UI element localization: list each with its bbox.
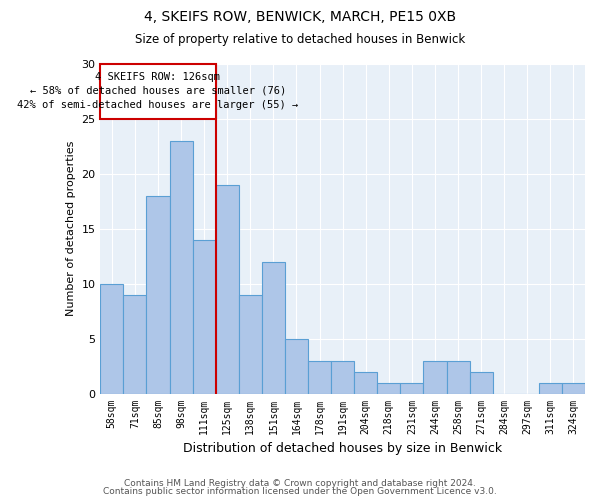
Bar	[424, 360, 446, 394]
Bar	[146, 196, 170, 394]
Bar	[377, 382, 400, 394]
Bar	[193, 240, 215, 394]
Text: Size of property relative to detached houses in Benwick: Size of property relative to detached ho…	[135, 32, 465, 46]
Bar	[331, 360, 354, 394]
Text: ← 58% of detached houses are smaller (76): ← 58% of detached houses are smaller (76…	[30, 86, 286, 96]
Bar	[354, 372, 377, 394]
Text: Contains public sector information licensed under the Open Government Licence v3: Contains public sector information licen…	[103, 487, 497, 496]
Bar	[262, 262, 285, 394]
Text: Contains HM Land Registry data © Crown copyright and database right 2024.: Contains HM Land Registry data © Crown c…	[124, 478, 476, 488]
Bar	[446, 360, 470, 394]
Bar	[215, 185, 239, 394]
Y-axis label: Number of detached properties: Number of detached properties	[66, 141, 76, 316]
Bar	[470, 372, 493, 394]
Bar	[308, 360, 331, 394]
Bar	[400, 382, 424, 394]
Text: 4 SKEIFS ROW: 126sqm: 4 SKEIFS ROW: 126sqm	[95, 72, 220, 82]
Bar	[124, 294, 146, 394]
Bar	[285, 338, 308, 394]
Bar	[100, 64, 215, 119]
Bar	[562, 382, 585, 394]
Bar	[170, 141, 193, 394]
Bar	[239, 294, 262, 394]
Text: 42% of semi-detached houses are larger (55) →: 42% of semi-detached houses are larger (…	[17, 100, 299, 110]
Bar	[539, 382, 562, 394]
X-axis label: Distribution of detached houses by size in Benwick: Distribution of detached houses by size …	[183, 442, 502, 455]
Bar	[100, 284, 124, 394]
Text: 4, SKEIFS ROW, BENWICK, MARCH, PE15 0XB: 4, SKEIFS ROW, BENWICK, MARCH, PE15 0XB	[144, 10, 456, 24]
